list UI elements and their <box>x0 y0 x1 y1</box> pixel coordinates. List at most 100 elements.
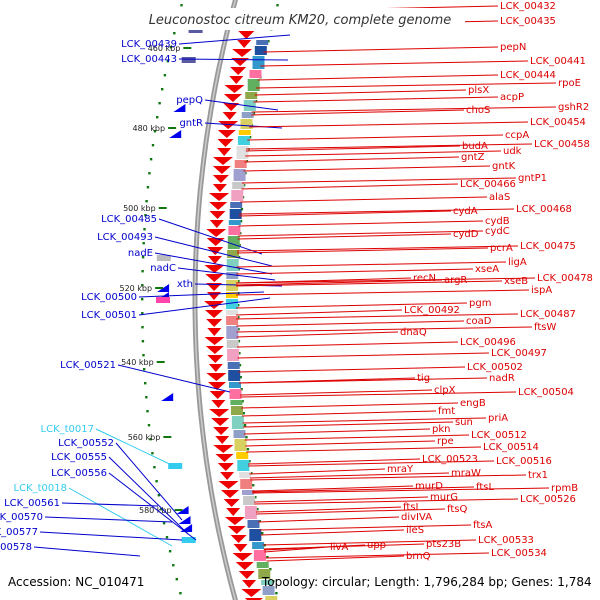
gc-skew-dot <box>272 580 275 583</box>
reverse-gene-label: trx1 <box>528 470 548 481</box>
reverse-leader-line <box>236 277 536 284</box>
reverse-leader-line <box>236 341 459 348</box>
reverse-gene-label: LCK_00523 <box>422 454 478 465</box>
reverse-gene-arrow <box>223 499 240 507</box>
reverse-leader-line <box>238 220 484 227</box>
reverse-gene-label: divIVA <box>401 512 432 523</box>
gene-category-bar <box>262 586 275 595</box>
gc-skew-dot <box>267 40 270 43</box>
gc-skew-dot <box>144 382 147 385</box>
forward-leader-line <box>117 364 231 393</box>
gc-skew-dot <box>256 508 259 511</box>
reverse-gene-label: pcrA <box>490 243 513 254</box>
reverse-leader-line <box>260 529 405 536</box>
reverse-gene-label: LCK_00487 <box>520 309 576 320</box>
gc-skew-dot <box>141 256 145 259</box>
gc-skew-dot <box>239 376 242 379</box>
gene-category-bar <box>234 160 247 168</box>
gene-category-bar <box>229 209 242 219</box>
gc-skew-dot <box>144 214 147 217</box>
gc-skew-dot <box>143 228 146 231</box>
gc-skew-dot <box>245 436 248 439</box>
gc-skew-dot <box>240 388 243 391</box>
gc-skew-dot <box>155 480 158 483</box>
reverse-leader-line <box>250 474 527 481</box>
gc-skew-dot <box>254 100 258 103</box>
scale-tick-label: 500 kbp <box>123 204 156 213</box>
gc-skew-dot <box>148 172 151 175</box>
reverse-gene-arrow <box>223 94 242 102</box>
reverse-gene-arrow <box>209 220 224 228</box>
reverse-gene-label: murG <box>430 492 458 503</box>
reverse-leader-line <box>248 460 495 467</box>
forward-leader-line <box>115 442 183 521</box>
gene-category-bar <box>227 362 240 369</box>
gc-skew-dot <box>237 280 240 283</box>
gene-category-bar <box>258 569 271 579</box>
reverse-gene-label: mraW <box>451 468 481 479</box>
reverse-gene-arrow <box>217 139 234 147</box>
forward-leader-line <box>138 297 271 316</box>
forward-gene-label: LCK_00439 <box>121 39 177 50</box>
reverse-gene-arrow <box>209 409 230 417</box>
gc-skew-dot <box>169 46 173 49</box>
reverse-gene-arrow <box>242 580 257 588</box>
reverse-gene-arrow <box>209 211 226 219</box>
gene-category-bar <box>226 299 238 309</box>
gc-skew-dot <box>237 316 240 319</box>
reverse-leader-line <box>238 377 416 384</box>
gc-skew-dot <box>238 352 241 355</box>
reverse-gene-label: ftsI <box>403 502 418 513</box>
reverse-gene-label: murD <box>415 481 443 492</box>
gc-skew-dot <box>157 494 161 497</box>
gene-category-bar <box>249 70 262 78</box>
reverse-gene-label: cydC <box>485 226 510 237</box>
gc-skew-dot <box>151 144 155 147</box>
forward-leader-line <box>178 58 289 61</box>
gene-category-bar <box>237 460 250 471</box>
forward-leader-line <box>158 218 263 255</box>
gc-skew-dot <box>160 508 163 511</box>
reverse-gene-label: livA <box>330 542 348 553</box>
reverse-leader-line <box>247 458 421 465</box>
reverse-gene-label: pts23B <box>426 539 461 550</box>
gene-category-bar <box>252 542 265 549</box>
reverse-leader-line <box>247 134 504 141</box>
reverse-gene-label: upp <box>367 540 386 551</box>
reverse-gene-arrow <box>232 553 253 561</box>
reverse-gene-label: LCK_00432 <box>500 1 556 12</box>
gc-skew-dot <box>141 340 145 343</box>
reverse-leader-line <box>236 261 507 268</box>
forward-leader-line <box>44 516 173 523</box>
forward-gene-label: nadE <box>128 248 153 259</box>
gene-category-bar <box>231 406 243 415</box>
reverse-gene-arrow <box>206 373 227 381</box>
forward-leader-line <box>33 546 141 557</box>
reverse-gene-label: choS <box>466 105 490 116</box>
reverse-gene-arrow <box>215 454 234 462</box>
reverse-gene-label: LCK_00478 <box>537 273 593 284</box>
topology-text: Topology: circular; Length: 1,796,284 bp… <box>262 575 592 589</box>
gc-skew-dot <box>142 354 145 357</box>
reverse-gene-arrow <box>213 157 233 165</box>
reverse-leader-line <box>262 539 477 546</box>
forward-gene-block <box>181 57 196 63</box>
gene-category-bar <box>247 79 260 91</box>
gene-category-bar <box>236 146 249 159</box>
reverse-leader-line <box>241 402 459 409</box>
gc-skew-dot <box>145 396 148 399</box>
reverse-gene-arrow <box>205 346 224 354</box>
reverse-gene-label: LCK_00458 <box>534 139 590 150</box>
reverse-gene-arrow <box>204 265 225 273</box>
reverse-gene-arrow <box>230 535 247 543</box>
reverse-gene-label: clpX <box>434 385 456 396</box>
gene-category-bar <box>261 580 274 585</box>
reverse-gene-label: fmt <box>438 406 455 417</box>
reverse-gene-label: acpP <box>500 92 524 103</box>
reverse-leader-line <box>236 268 474 275</box>
reverse-gene-arrow <box>238 31 255 39</box>
reverse-gene-label: LCK_00534 <box>491 548 547 559</box>
gene-category-bar <box>256 40 269 45</box>
reverse-gene-arrow <box>212 166 231 174</box>
reverse-gene-label: LCK_00466 <box>460 179 516 190</box>
